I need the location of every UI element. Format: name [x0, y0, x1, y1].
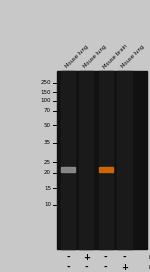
Text: Mouse lung: Mouse lung — [65, 44, 90, 69]
Text: 35: 35 — [44, 140, 51, 145]
Text: 100: 100 — [40, 98, 51, 103]
Text: +: + — [121, 262, 128, 272]
Text: 70: 70 — [44, 109, 51, 113]
Text: -: - — [104, 262, 108, 272]
Text: N Peptide: N Peptide — [149, 255, 150, 260]
Text: 10: 10 — [44, 202, 51, 207]
Text: 50: 50 — [44, 123, 51, 128]
Text: -: - — [66, 262, 70, 272]
Text: -: - — [104, 253, 108, 262]
Bar — [99, 167, 113, 172]
Text: -: - — [123, 253, 126, 262]
Text: 15: 15 — [44, 186, 51, 191]
Bar — [61, 167, 75, 172]
Bar — [57, 71, 147, 249]
Text: 250: 250 — [40, 81, 51, 85]
Text: 25: 25 — [44, 160, 51, 165]
Bar — [99, 71, 113, 249]
Bar — [61, 71, 75, 249]
Text: Mouse lung: Mouse lung — [121, 44, 146, 69]
Text: Mouse brain: Mouse brain — [102, 43, 129, 69]
Text: P Peptide: P Peptide — [149, 265, 150, 270]
Text: -: - — [66, 253, 70, 262]
Text: +: + — [83, 253, 90, 262]
Text: 150: 150 — [40, 90, 51, 95]
Bar — [79, 71, 93, 249]
Text: 20: 20 — [44, 171, 51, 175]
Text: -: - — [84, 262, 88, 272]
Bar — [117, 71, 132, 249]
Text: Mouse lung: Mouse lung — [83, 44, 108, 69]
